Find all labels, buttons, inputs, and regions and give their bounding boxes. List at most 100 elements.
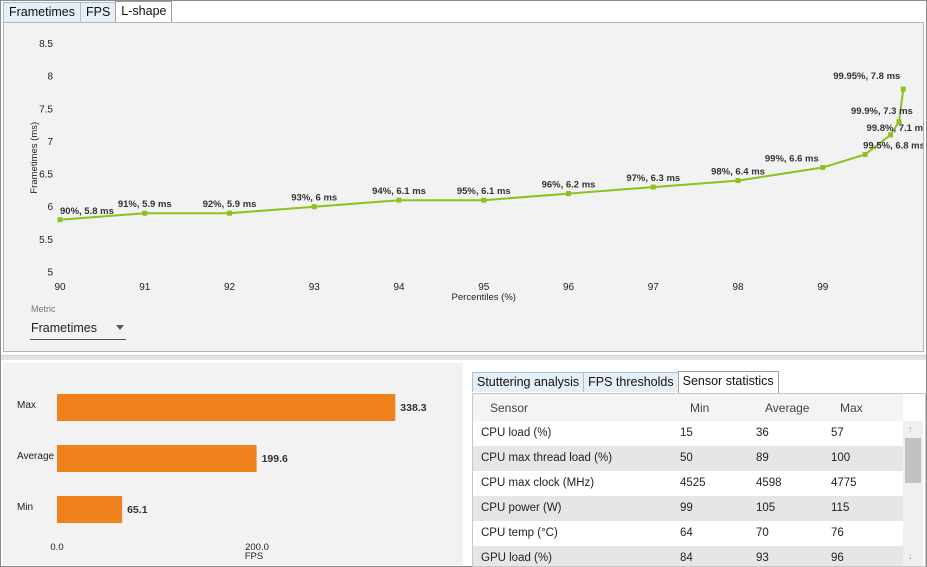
- data-label: 91%, 5.9 ms: [118, 199, 172, 210]
- min-cell: 15: [680, 427, 693, 439]
- data-point: [57, 217, 63, 223]
- x-tick-label: 91: [139, 282, 151, 293]
- min-cell: 64: [680, 527, 693, 539]
- x-tick-label: 94: [393, 282, 405, 293]
- sensor-name-cell: CPU temp (°C): [481, 527, 558, 539]
- data-label: 90%, 5.8 ms: [60, 206, 114, 217]
- average-cell: 105: [756, 502, 776, 514]
- data-point: [227, 210, 232, 216]
- analysis-tabs: Stuttering analysis FPS thresholds Senso…: [472, 371, 779, 393]
- data-label: 92%, 5.9 ms: [203, 199, 257, 210]
- x-tick-label: 90: [54, 282, 66, 293]
- bar-category-label: Min: [17, 502, 33, 513]
- table-row[interactable]: CPU max thread load (%) 50 89 100: [473, 446, 903, 471]
- fps-bar: [57, 394, 396, 421]
- data-point: [396, 197, 402, 203]
- data-point: [820, 165, 826, 171]
- y-tick-label: 5: [47, 268, 53, 279]
- y-tick-label: 6: [47, 202, 53, 213]
- y-tick-label: 6.5: [39, 170, 53, 181]
- tab-fps[interactable]: FPS: [79, 2, 117, 22]
- fps-bar: [57, 496, 123, 523]
- max-cell: 76: [831, 527, 844, 539]
- data-label: 99.8%, 7.1 ms: [867, 123, 923, 134]
- data-point: [888, 132, 894, 138]
- x-tick-label: 96: [563, 282, 575, 293]
- bar-category-label: Average: [17, 451, 55, 462]
- column-header-sensor[interactable]: Sensor: [490, 401, 529, 415]
- x-tick-label: 97: [648, 282, 660, 293]
- max-cell: 115: [831, 502, 850, 514]
- scroll-up-arrow-icon[interactable]: ↑: [908, 424, 913, 434]
- x-axis-title: FPS: [245, 551, 263, 562]
- x-axis-title: Percentiles (%): [452, 292, 516, 303]
- column-header-min[interactable]: Min: [690, 401, 710, 415]
- y-tick-label: 8: [47, 72, 53, 83]
- scrollbar-thumb[interactable]: [905, 438, 921, 483]
- data-point: [900, 86, 906, 92]
- column-header-max[interactable]: Max: [840, 401, 863, 415]
- data-label: 93%, 6 ms: [291, 193, 337, 204]
- average-cell: 89: [756, 452, 769, 464]
- x-tick-label: 95: [478, 282, 490, 293]
- data-label: 99.5%, 6.8 ms: [863, 140, 923, 151]
- scroll-down-arrow-icon[interactable]: ↓: [908, 551, 913, 561]
- tab-l-shape[interactable]: L-shape: [115, 1, 173, 23]
- data-label: 99%, 6.6 ms: [765, 154, 819, 165]
- data-label: 96%, 6.2 ms: [542, 180, 596, 191]
- panel-splitter[interactable]: [1, 355, 926, 360]
- x-tick-label: 93: [309, 282, 321, 293]
- metric-label: Metric: [31, 304, 56, 314]
- metric-dropdown-value: Frametimes: [31, 321, 97, 335]
- y-tick-label: 5.5: [39, 235, 53, 246]
- data-label: 95%, 6.1 ms: [457, 186, 511, 197]
- data-point: [650, 184, 656, 190]
- y-axis-title: Frametimes (ms): [29, 122, 40, 194]
- bar-category-label: Max: [17, 400, 36, 411]
- tab-sensor-statistics[interactable]: Sensor statistics: [677, 371, 779, 393]
- sensor-name-cell: CPU power (W): [481, 502, 562, 514]
- column-header-average[interactable]: Average: [765, 401, 810, 415]
- table-row[interactable]: CPU load (%) 15 36 57: [473, 421, 903, 446]
- average-cell: 93: [756, 552, 769, 564]
- min-cell: 99: [680, 502, 693, 514]
- x-tick-label: 98: [732, 282, 744, 293]
- sensor-name-cell: CPU max clock (MHz): [481, 477, 595, 489]
- tab-stuttering-analysis[interactable]: Stuttering analysis: [472, 372, 585, 392]
- table-row[interactable]: CPU power (W) 99 105 115: [473, 496, 903, 521]
- table-header: Sensor Min Average Max: [473, 394, 903, 421]
- sensor-name-cell: CPU max thread load (%): [481, 452, 613, 464]
- bar-value-label: 65.1: [127, 504, 148, 516]
- frametime-line: [59, 89, 905, 221]
- data-label: 99.95%, 7.8 ms: [833, 71, 900, 82]
- table-row[interactable]: GPU load (%) 84 93 96: [473, 546, 903, 566]
- tab-frametimes[interactable]: Frametimes: [3, 2, 81, 22]
- data-point: [862, 151, 868, 157]
- data-point: [142, 210, 148, 216]
- average-cell: 36: [756, 427, 769, 439]
- chart-tabs: Frametimes FPS L-shape: [3, 1, 173, 23]
- max-cell: 100: [831, 452, 851, 464]
- sensor-name-cell: CPU load (%): [481, 427, 552, 439]
- sensor-statistics-table: Sensor Min Average Max CPU load (%) 15 36 5…: [472, 393, 926, 567]
- average-cell: 4598: [756, 477, 782, 489]
- max-cell: 96: [831, 552, 844, 564]
- y-tick-label: 7: [47, 137, 53, 148]
- x-tick-label: 0.0: [50, 542, 63, 553]
- l-shape-chart: 5 5.5 6 6.5 7 7.5 8 8.5 90 91 92 93 94 95 96 97 98 99 Perc…: [29, 39, 923, 303]
- table-scrollbar[interactable]: ↑ ↓: [903, 421, 923, 566]
- sensor-name-cell: GPU load (%): [481, 552, 552, 564]
- data-point: [735, 178, 741, 184]
- tab-fps-thresholds[interactable]: FPS thresholds: [583, 372, 679, 392]
- table-row[interactable]: CPU max clock (MHz) 4525 4598 4775: [473, 471, 903, 496]
- fps-bar-chart-panel: Max 338.3 Average 199.6 Min 65.1 0.0 200.0 FPS: [3, 363, 463, 565]
- x-tick-label: 92: [224, 282, 236, 293]
- table-row[interactable]: CPU temp (°C) 64 70 76: [473, 521, 903, 546]
- metric-dropdown[interactable]: Frametimes: [30, 319, 126, 340]
- data-point: [311, 204, 317, 210]
- max-cell: 4775: [831, 477, 857, 489]
- min-cell: 50: [680, 452, 693, 464]
- max-cell: 57: [831, 427, 844, 439]
